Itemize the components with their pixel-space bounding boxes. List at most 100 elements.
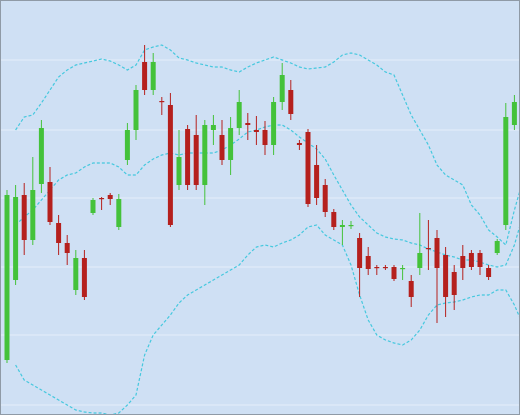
candle: [202, 120, 208, 205]
candle: [245, 113, 251, 140]
candle-body-down: [322, 185, 328, 212]
candle-body-down: [99, 198, 105, 200]
candle: [116, 194, 122, 230]
candle: [150, 53, 156, 95]
candle-body-down: [253, 130, 259, 132]
candle-body-down: [468, 253, 474, 267]
candle-body-down: [460, 256, 466, 268]
candle: [443, 247, 449, 317]
candle-body-up: [38, 128, 44, 184]
candle-body-up: [133, 90, 139, 130]
candle: [159, 97, 165, 115]
candle-body-down: [305, 132, 311, 204]
candle-body-down: [167, 105, 173, 225]
candle: [90, 198, 96, 215]
candle: [365, 247, 371, 275]
candle: [107, 193, 113, 205]
candle-body-up: [176, 157, 182, 185]
candle: [176, 130, 182, 190]
candle-body-down: [193, 135, 199, 185]
candle-body-down: [391, 267, 397, 279]
candle-body-down: [245, 123, 251, 125]
candle-body-down: [288, 90, 294, 114]
candle: [124, 123, 130, 165]
candle: [228, 117, 234, 175]
candle-body-up: [400, 268, 406, 270]
candle: [193, 115, 199, 190]
candle-body-down: [219, 135, 225, 160]
candle: [460, 245, 466, 280]
candle: [279, 63, 285, 110]
candle-body-down: [47, 182, 53, 222]
candle-body-down: [107, 195, 113, 199]
candle: [382, 265, 388, 270]
candle-body-down: [365, 256, 371, 269]
candle-body-down: [425, 248, 431, 250]
candle: [56, 215, 62, 255]
band-upper-line: [15, 44, 520, 247]
candle-body-down: [56, 223, 62, 243]
candle: [21, 183, 27, 255]
candle: [133, 85, 139, 140]
candle-body-up: [503, 117, 509, 225]
candle-body-down: [331, 212, 337, 227]
candle-body-up: [150, 62, 156, 90]
candle: [262, 121, 268, 155]
candle-body-up: [13, 197, 19, 280]
candle-body-up: [202, 125, 208, 185]
candle-body-up: [228, 128, 234, 160]
candle: [219, 120, 225, 165]
candle: [99, 197, 105, 210]
candle: [305, 129, 311, 207]
candle: [425, 220, 431, 270]
candle-body-down: [262, 130, 268, 145]
candle: [486, 265, 492, 280]
candle-body-up: [90, 200, 96, 213]
candle: [400, 265, 406, 280]
candle: [391, 265, 397, 281]
candle: [322, 179, 328, 217]
candles: [4, 45, 517, 363]
candle: [167, 93, 173, 227]
candle-body-down: [408, 281, 414, 297]
candle: [47, 167, 53, 225]
candle-body-down: [81, 258, 87, 297]
candle: [210, 115, 216, 145]
candle: [348, 221, 354, 229]
candle-body-down: [486, 268, 492, 277]
candle: [81, 250, 87, 300]
candle-body-down: [296, 143, 302, 145]
candle-body-down: [434, 238, 440, 268]
candle-body-down: [21, 195, 27, 240]
candle-body-up: [494, 241, 500, 253]
candle-body-up: [271, 102, 277, 145]
candle-body-up: [116, 199, 122, 227]
candle: [64, 235, 70, 265]
candle-body-down: [477, 253, 483, 267]
candle: [511, 95, 517, 130]
candle-body-up: [511, 102, 517, 125]
candle: [339, 220, 345, 245]
candle: [4, 190, 10, 363]
candle-body-up: [124, 130, 130, 160]
candle: [73, 250, 79, 295]
candle-body-down: [314, 165, 320, 198]
candle: [468, 250, 474, 270]
candle-body-down: [357, 238, 363, 268]
candle-body-down: [185, 129, 191, 185]
candle: [296, 140, 302, 150]
candle: [357, 233, 363, 297]
candle: [331, 209, 337, 230]
band-lower-line: [15, 224, 520, 415]
candle: [236, 90, 242, 135]
candle-body-up: [279, 75, 285, 102]
candle: [314, 145, 320, 205]
candle-body-down: [374, 267, 380, 269]
candle: [408, 275, 414, 307]
candle-body-down: [382, 267, 388, 269]
candle: [477, 250, 483, 275]
candle: [451, 265, 457, 310]
candle-body-up: [417, 253, 423, 268]
candle: [288, 80, 294, 120]
